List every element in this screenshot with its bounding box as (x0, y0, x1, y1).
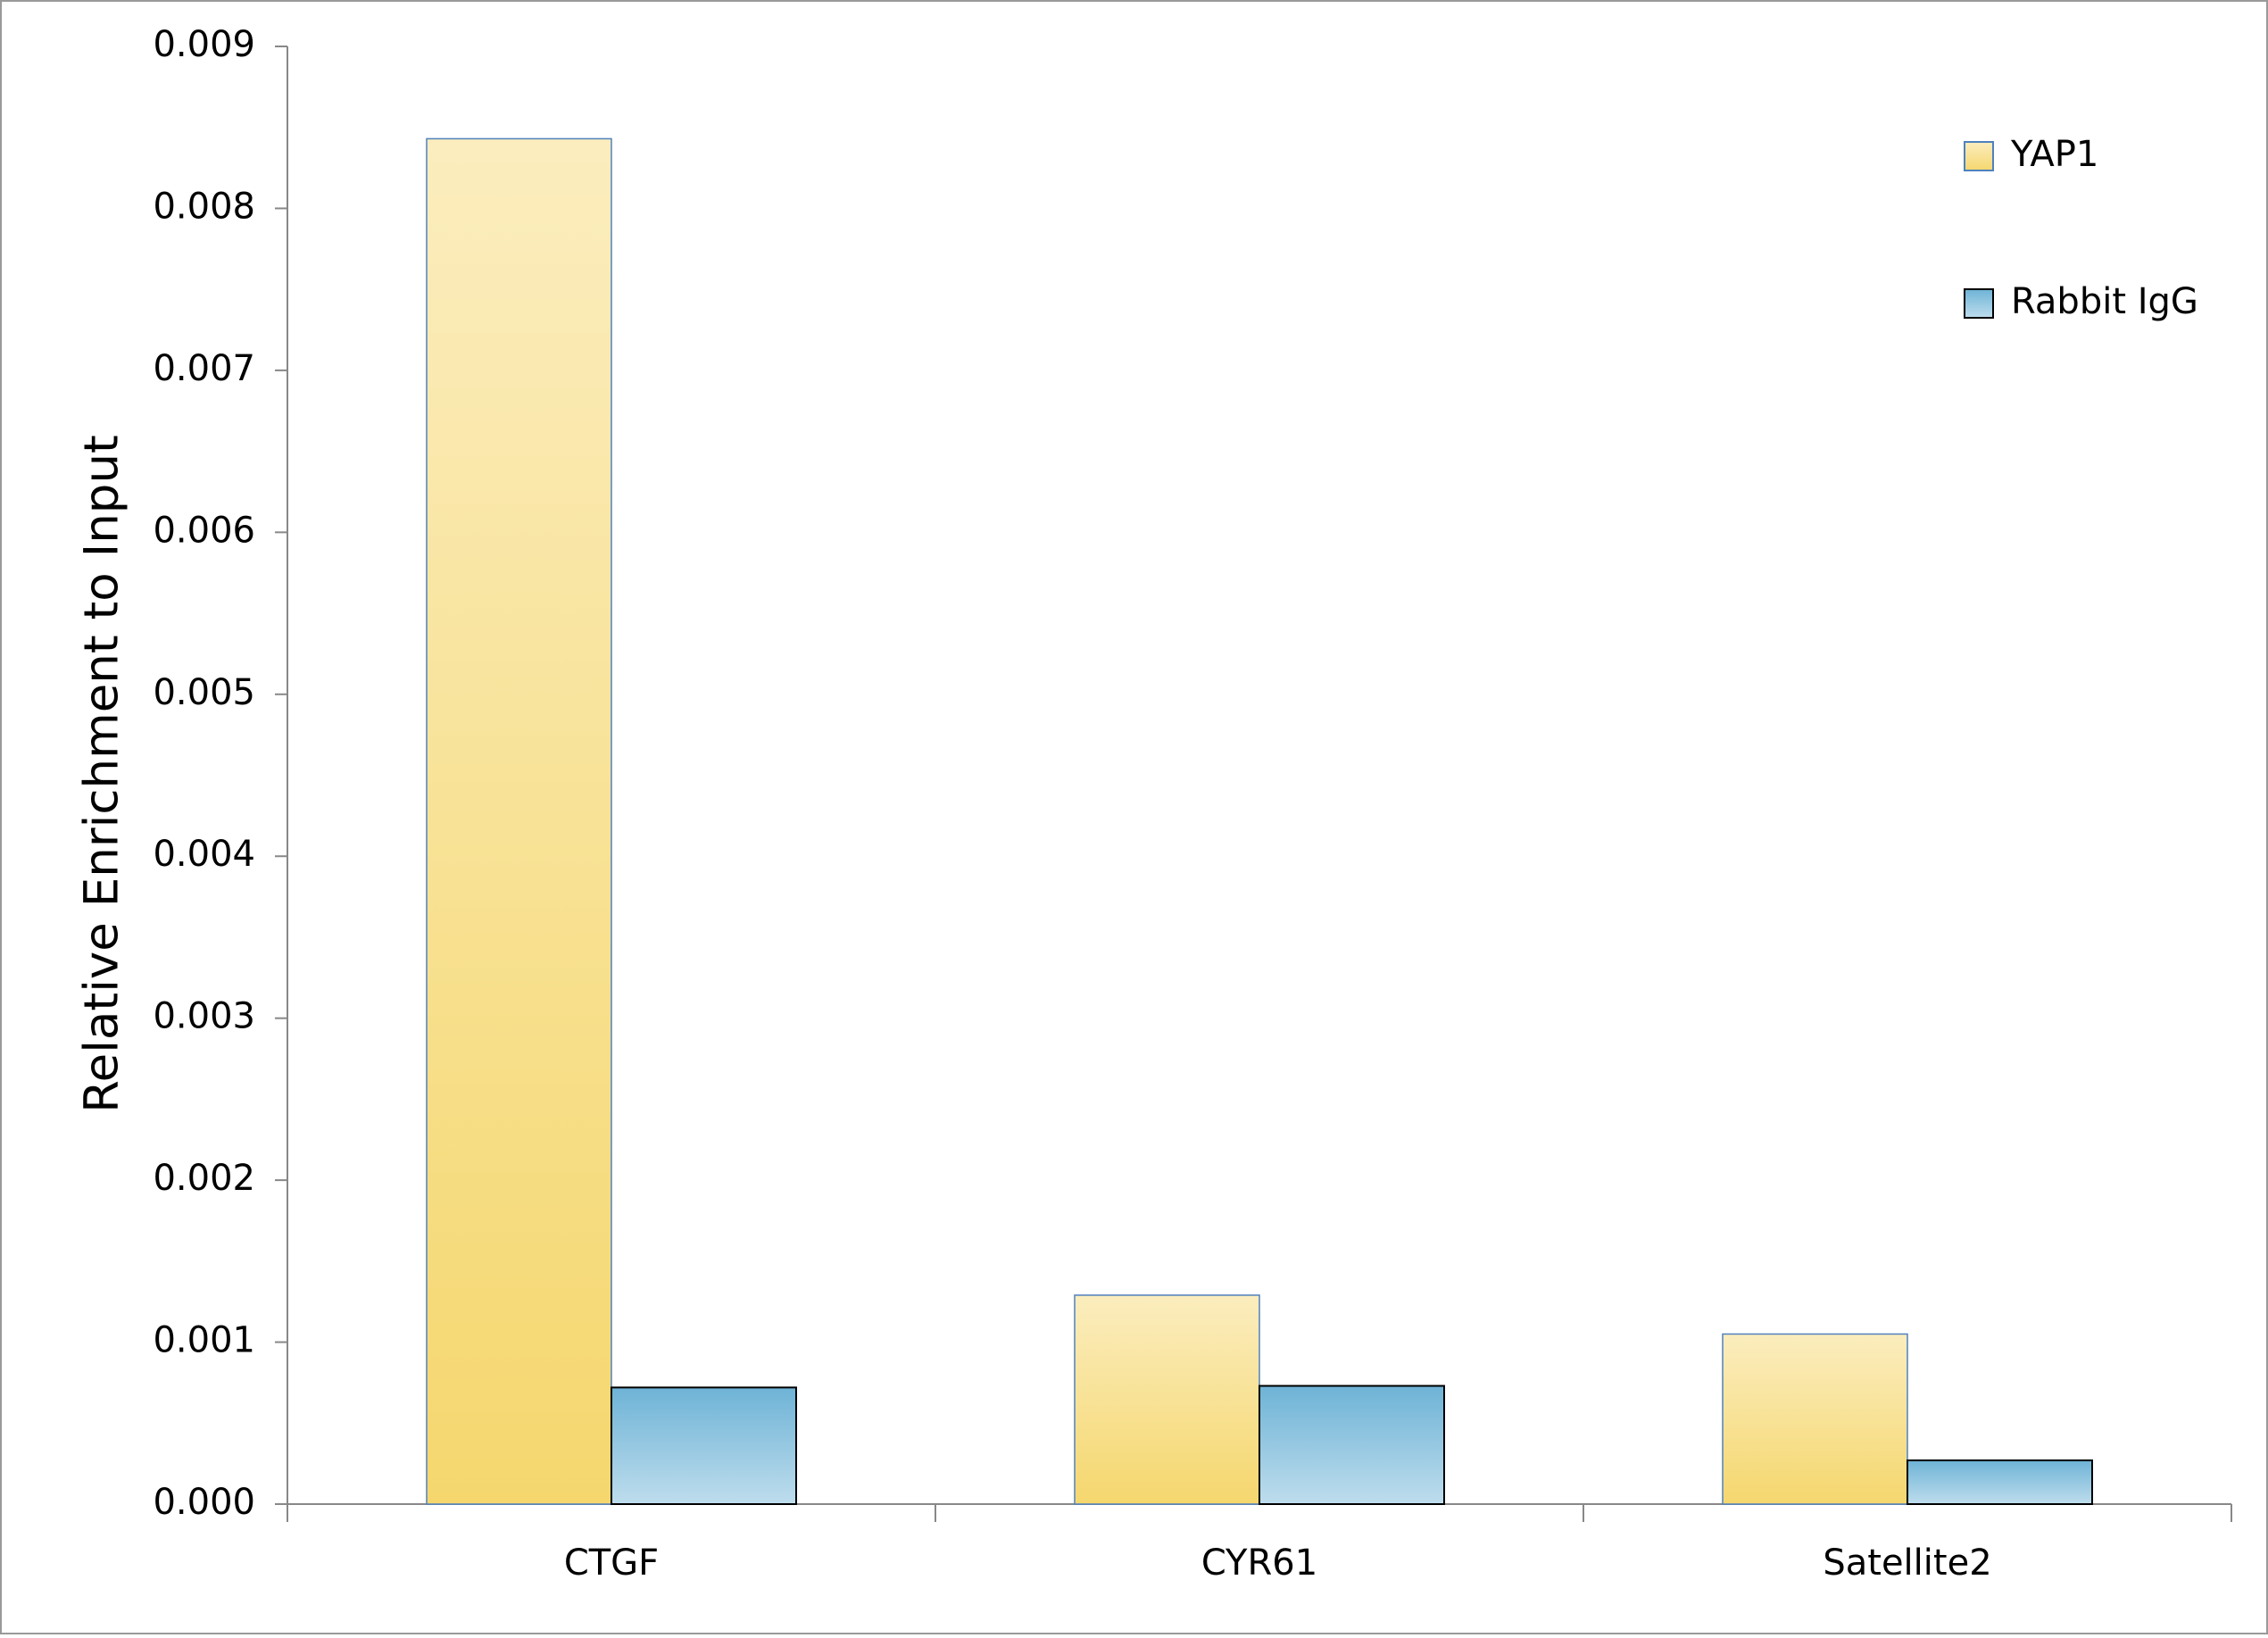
y-tick-label: 0.007 (153, 348, 255, 389)
x-tick-label: Satellite2 (1823, 1542, 1991, 1584)
x-tick-label: CTGF (564, 1542, 659, 1584)
legend-label: Rabbit IgG (2011, 281, 2198, 322)
y-tick-label: 0.002 (153, 1158, 255, 1199)
x-tick-label: CYR61 (1201, 1542, 1317, 1584)
legend-swatch (1964, 288, 1994, 319)
legend-label: YAP1 (2010, 134, 2098, 175)
y-axis-label: Relative Enrichment to Input (75, 435, 129, 1113)
y-tick-label: 0.000 (153, 1482, 255, 1523)
bar (1907, 1459, 2093, 1506)
y-tick-label: 0.009 (153, 24, 255, 65)
bar (611, 1386, 797, 1505)
legend-swatch (1964, 141, 1994, 171)
y-tick-label: 0.005 (153, 672, 255, 713)
y-tick-label: 0.003 (153, 996, 255, 1037)
bar (1722, 1333, 1908, 1505)
bar (1259, 1384, 1445, 1505)
y-tick-label: 0.006 (153, 510, 255, 551)
y-tick-label: 0.004 (153, 834, 255, 875)
bar (426, 137, 612, 1505)
bar (1074, 1294, 1260, 1505)
y-tick-label: 0.008 (153, 186, 255, 227)
y-tick-label: 0.001 (153, 1320, 255, 1361)
